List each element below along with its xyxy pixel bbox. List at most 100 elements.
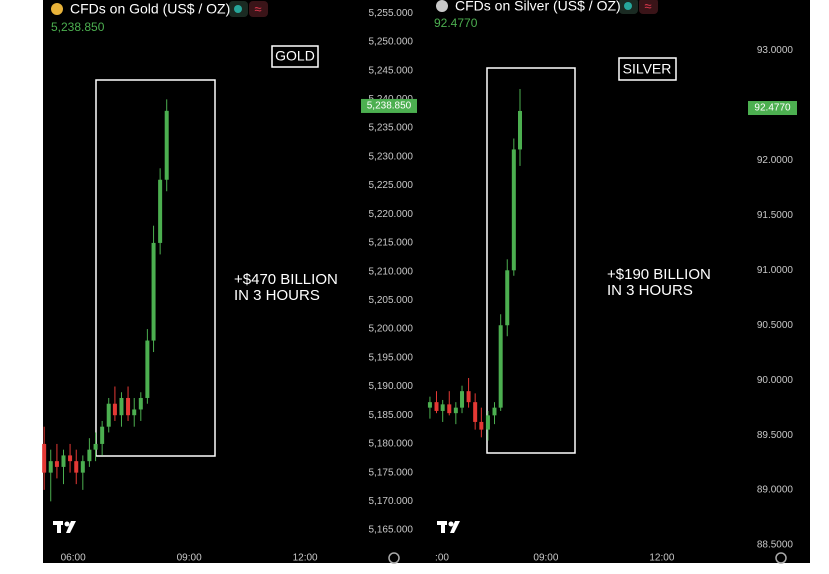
candle-body [485,415,490,430]
candle-body [447,404,452,414]
candle-body [473,402,478,422]
label-box [618,57,677,81]
candle-body [106,403,111,427]
candle-body [498,325,503,408]
y-tick-label: 5,215.000 [369,238,414,249]
last-value-label: 92.4770 [754,103,791,114]
last-value: 92.4770 [434,16,478,30]
candle-body [453,407,458,414]
y-tick-label: 89.0000 [757,485,794,496]
status-dot [234,5,242,13]
y-tick-label: 5,165.000 [369,525,414,536]
y-tick-label: 5,250.000 [369,37,414,48]
x-tick-label: 09:00 [177,553,202,564]
y-tick-label: 91.0000 [757,265,794,276]
candle-body [93,443,98,450]
y-tick-label: 5,185.000 [369,410,414,421]
y-tick-label: 5,225.000 [369,180,414,191]
y-tick-label: 92.0000 [757,155,794,166]
y-tick-label: 89.5000 [757,430,794,441]
candle-body [54,461,59,467]
candle-body [492,407,497,416]
status-icon: ≈ [644,0,651,13]
y-tick-label: 5,190.000 [369,381,414,392]
gold-icon [51,3,63,15]
x-tick-label: 12:00 [293,553,318,564]
y-tick-label: 88.5000 [757,540,794,551]
candle-body [460,391,465,408]
y-tick-label: 5,220.000 [369,209,414,220]
y-tick-label: 90.5000 [757,320,794,331]
candle-body [61,455,66,467]
y-tick-label: 90.0000 [757,375,794,386]
y-tick-label: 5,200.000 [369,324,414,335]
y-tick-label: 5,245.000 [369,65,414,76]
chart-label: SILVER [623,61,672,77]
candle-body [440,404,445,411]
candle-body [505,270,510,326]
last-value: 5,238.850 [51,20,105,34]
y-tick-label: 5,210.000 [369,266,414,277]
y-tick-label: 5,195.000 [369,352,414,363]
x-tick-label: 09:00 [533,553,558,564]
candle-body [48,461,53,473]
chart-label: GOLD [275,48,315,64]
annotation: IN 3 HOURS [234,287,320,304]
y-tick-label: 5,180.000 [369,439,414,450]
x-tick-label: 12:00 [649,553,674,564]
candle-body [479,421,484,430]
candle-body [434,402,439,411]
x-tick-label: :00 [435,553,449,564]
candle-body [119,397,124,416]
y-tick-label: 5,235.000 [369,123,414,134]
candle-body [138,397,143,410]
candle-body [100,426,105,444]
highlight-box [486,67,576,454]
settings-icon[interactable] [775,552,787,564]
status-dot [624,2,632,10]
y-tick-label: 5,175.000 [369,467,414,478]
candle-body [87,449,92,462]
annotation: +$470 BILLION [234,271,338,288]
status-box [249,1,268,17]
y-tick-label: 91.5000 [757,210,794,221]
y-tick-label: 5,205.000 [369,295,414,306]
tv-logo [53,521,76,533]
candle-body [511,149,516,271]
x-tick-label: 06:00 [61,553,86,564]
status-box [639,0,658,14]
candle-body [80,461,85,473]
tv-logo [437,521,460,533]
candle-body [158,179,163,243]
last-value-label: 5,238.850 [367,101,412,112]
candle-body [164,110,169,180]
candle-body [145,340,150,398]
chart-title: CFDs on Silver (US$ / OZ) [455,0,621,14]
y-tick-label: 93.0000 [757,45,794,56]
chart-title: CFDs on Gold (US$ / OZ) [70,1,230,17]
annotation: +$190 BILLION [607,266,711,283]
annotation: IN 3 HOURS [607,282,693,299]
candle-body [112,403,117,416]
highlight-box [95,79,216,457]
settings-icon[interactable] [388,552,400,564]
candle-body [42,443,47,473]
last-value-box [748,101,797,116]
label-box [271,45,319,68]
y-tick-label: 5,170.000 [369,496,414,507]
silver-icon [436,0,448,12]
candle-body [68,455,73,462]
y-tick-label: 5,230.000 [369,151,414,162]
chart-panel [43,0,810,563]
last-value-box [361,98,417,113]
candle-body [126,397,131,416]
status-icon: ≈ [254,1,261,16]
candle-body [151,242,156,341]
candle-body [74,461,79,473]
candle-body [466,391,471,403]
candle-body [132,409,137,416]
y-tick-label: 5,255.000 [369,8,414,19]
candle-body [427,402,432,408]
